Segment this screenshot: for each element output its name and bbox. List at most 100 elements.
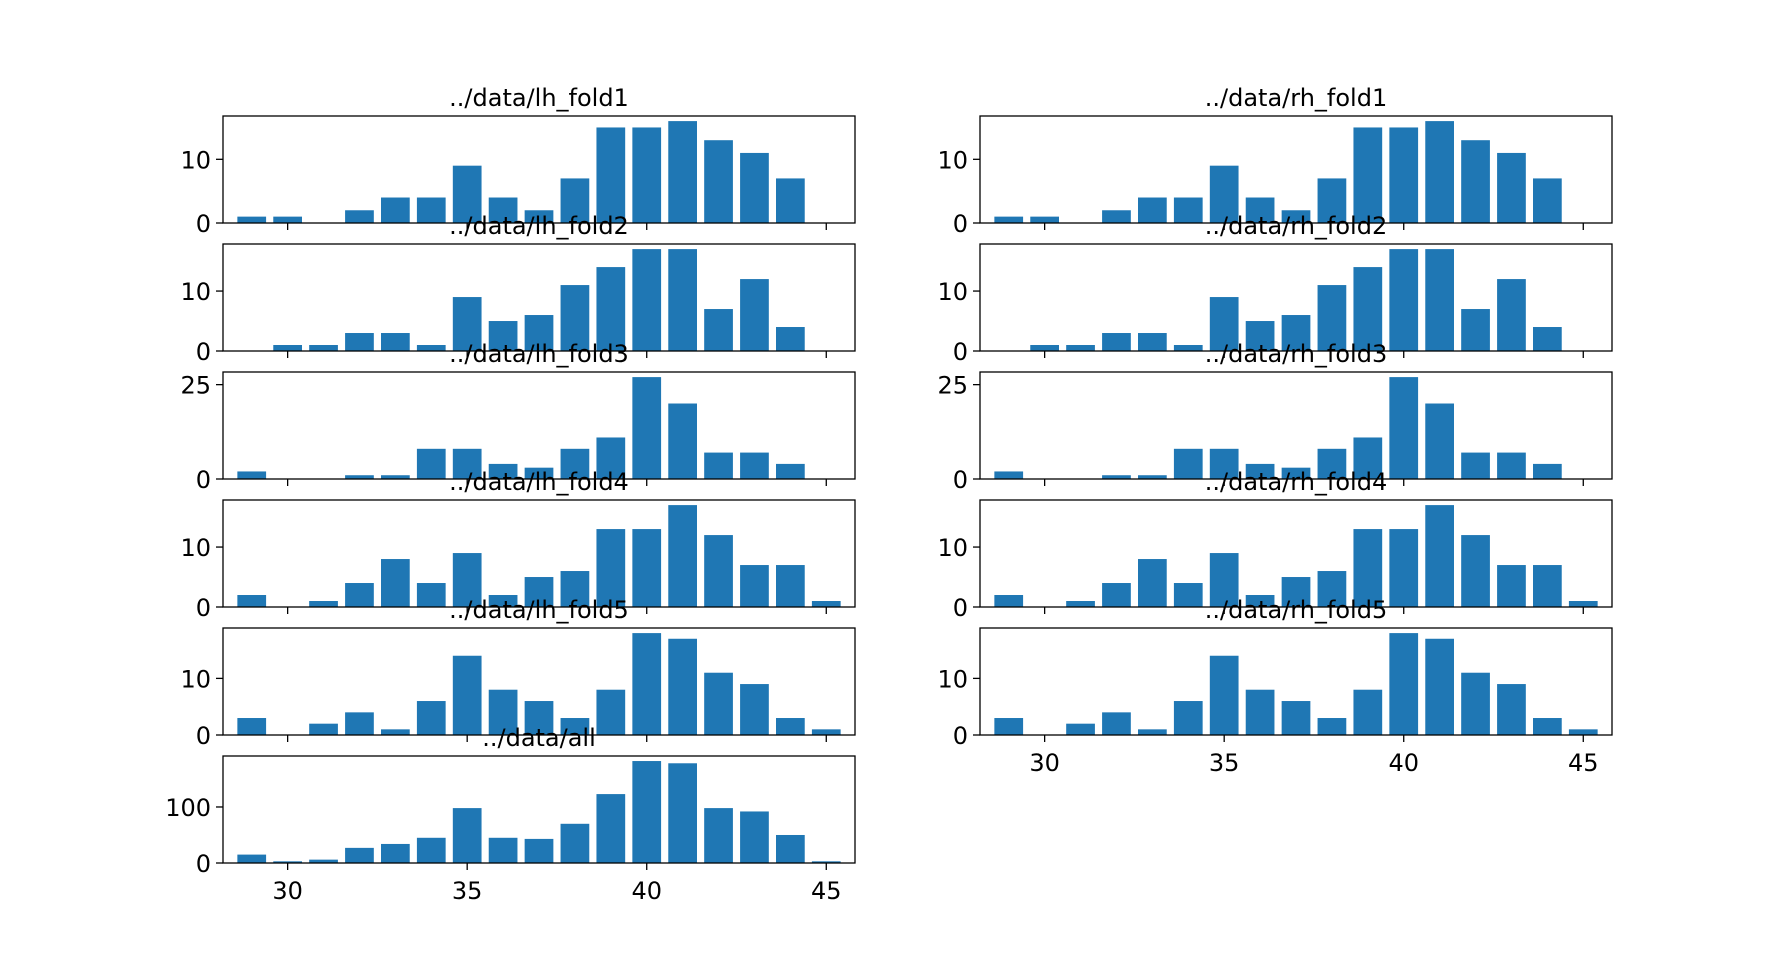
bar: [524, 467, 554, 479]
bar: [452, 297, 482, 351]
subplot-title: ../data/rh_fold4: [1205, 468, 1387, 496]
subplot: 0 10 ../data/rh_fold4: [937, 468, 1613, 622]
bar: [560, 571, 590, 607]
subplot-title: ../data/rh_fold3: [1205, 340, 1387, 368]
bar: [560, 285, 590, 351]
axes-frame: [979, 371, 1613, 480]
bar: [381, 333, 410, 351]
bar: [1389, 377, 1419, 479]
bar: [1568, 729, 1598, 735]
bar: [1497, 279, 1526, 351]
bar: [1102, 712, 1131, 735]
bar: [1389, 249, 1419, 351]
axes-frame: [979, 627, 1613, 736]
bar: [632, 127, 662, 223]
bar: [668, 763, 697, 863]
subplot: 0 10 ../data/lh_fold4: [180, 468, 856, 622]
axes-frame: [222, 499, 856, 608]
bar: [381, 729, 410, 735]
bar: [776, 178, 805, 223]
bar: [560, 823, 590, 863]
bar: [1461, 535, 1490, 607]
bar: [1533, 327, 1562, 351]
bar: [1066, 601, 1095, 607]
bar: [452, 808, 482, 863]
subplot: 0 25 ../data/lh_fold3: [180, 340, 856, 494]
bar: [1533, 463, 1562, 479]
subplot: 0 10 ../data/rh_fold1: [937, 84, 1613, 238]
y-tick-label: 10: [937, 278, 968, 306]
bar: [488, 321, 518, 351]
bar: [1317, 285, 1347, 351]
bar: [776, 463, 805, 479]
bar: [488, 595, 518, 607]
subplot: 30 35 40 45 0 100 ../data/all: [165, 724, 856, 905]
y-tick-label: 25: [937, 372, 968, 400]
axes-frame: [222, 755, 856, 864]
bar: [1245, 463, 1275, 479]
y-tick-label: 0: [196, 594, 211, 622]
bar: [1102, 210, 1131, 223]
bar: [596, 794, 626, 863]
x-tick-label: 40: [1388, 749, 1419, 777]
bar: [1497, 684, 1526, 735]
y-tick-label: 10: [180, 665, 211, 693]
bar: [381, 475, 410, 479]
bar: [704, 452, 733, 479]
bar: [1568, 601, 1598, 607]
bar: [1425, 249, 1454, 351]
bar: [1389, 127, 1419, 223]
bar: [1209, 165, 1239, 223]
axes-frame: [222, 371, 856, 480]
bar: [1461, 672, 1490, 735]
bar: [1317, 571, 1347, 607]
bar: [1245, 689, 1275, 735]
axes-frame: [222, 115, 856, 224]
bar: [560, 718, 590, 735]
bar: [1173, 583, 1203, 607]
bar: [1425, 505, 1454, 607]
bar: [994, 595, 1024, 607]
bar: [632, 249, 662, 351]
bar: [1533, 178, 1562, 223]
bar: [452, 165, 482, 223]
bar: [1281, 701, 1311, 735]
bar: [1030, 216, 1059, 223]
bar: [1353, 127, 1383, 223]
bar: [994, 471, 1024, 479]
bar: [416, 448, 446, 479]
x-tick-label: 30: [272, 877, 303, 905]
x-tick-label: 40: [631, 877, 662, 905]
bar: [1317, 178, 1347, 223]
bar: [345, 583, 374, 607]
bar: [345, 847, 374, 863]
bar: [1209, 655, 1239, 735]
bar: [776, 327, 805, 351]
bar: [524, 838, 554, 863]
y-tick-label: 0: [953, 466, 968, 494]
bar: [668, 638, 697, 735]
bar: [1317, 718, 1347, 735]
bar: [524, 210, 554, 223]
bar: [452, 448, 482, 479]
bar: [632, 633, 662, 735]
bar: [668, 121, 697, 223]
subplot: 0 10 ../data/lh_fold2: [180, 212, 856, 366]
bar: [704, 672, 733, 735]
bar: [1209, 553, 1239, 607]
bar: [740, 152, 769, 223]
bar: [273, 216, 302, 223]
bar: [1533, 718, 1562, 735]
y-tick-label: 10: [180, 278, 211, 306]
bar: [309, 723, 338, 735]
bar: [668, 505, 697, 607]
axes-frame: [979, 243, 1613, 352]
bar: [1173, 197, 1203, 223]
bar: [1138, 197, 1167, 223]
bar: [381, 843, 410, 863]
bar: [1066, 345, 1095, 351]
y-tick-label: 0: [953, 338, 968, 366]
bar: [488, 197, 518, 223]
bar: [1173, 448, 1203, 479]
y-tick-label: 10: [180, 146, 211, 174]
